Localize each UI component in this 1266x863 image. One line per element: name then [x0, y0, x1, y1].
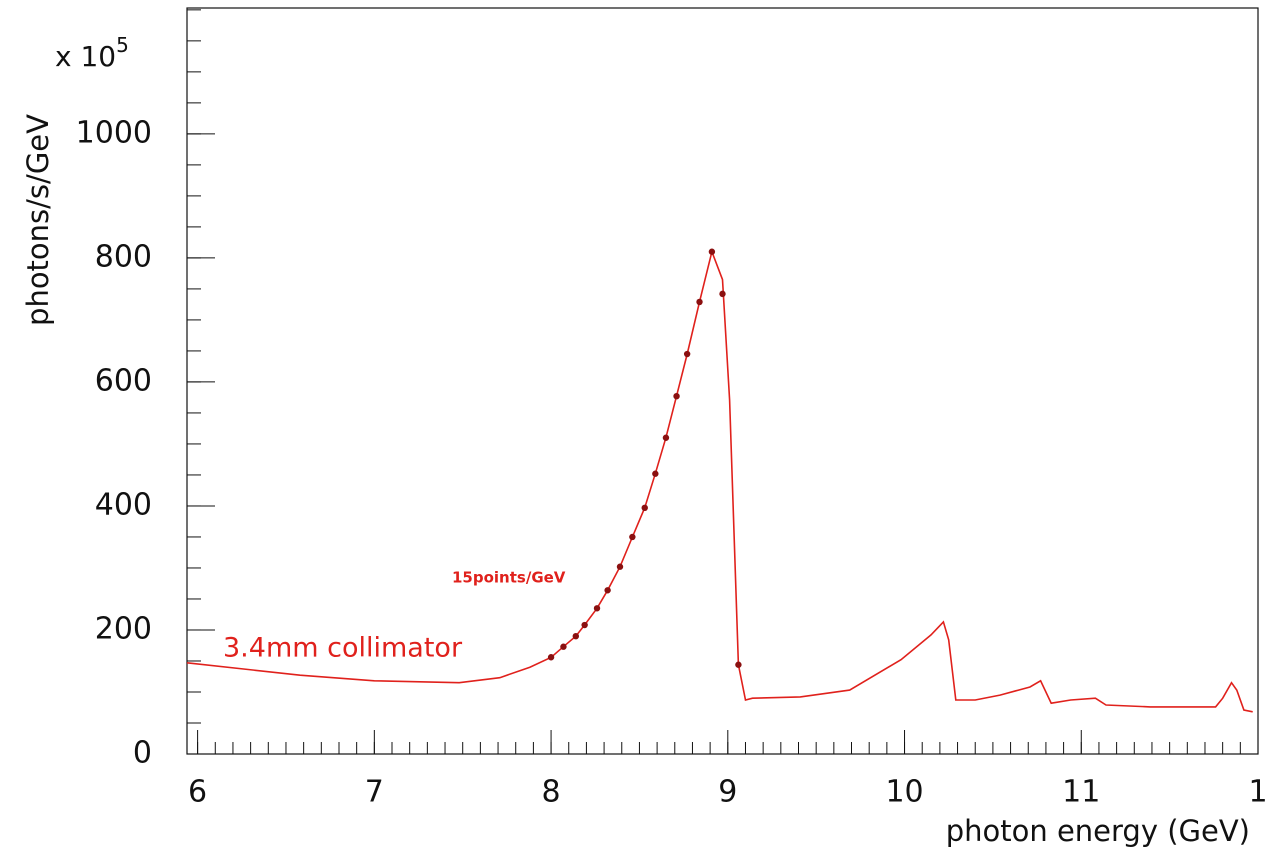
- y-tick-label: 400: [95, 487, 152, 522]
- data-point: [629, 533, 636, 541]
- x-tick-label: 7: [365, 775, 384, 810]
- data-point: [683, 350, 691, 358]
- x-tick-label: 10: [885, 775, 923, 810]
- annotation: 3.4mm collimator: [223, 633, 463, 664]
- x-tick-label: 1: [1248, 775, 1266, 810]
- y-multiplier: x 105: [55, 33, 129, 74]
- data-point: [735, 661, 742, 668]
- x-tick-label: 8: [542, 775, 561, 810]
- data-point: [581, 621, 588, 629]
- multiplier-base: x 10: [55, 40, 116, 73]
- y-tick-label: 1000: [76, 115, 152, 150]
- data-point: [641, 504, 648, 512]
- multiplier-exponent: 5: [116, 33, 129, 57]
- data-point: [572, 632, 580, 640]
- data-point: [708, 248, 716, 255]
- x-tick-label: 9: [718, 775, 737, 810]
- y-axis-title: photons/s/GeV: [21, 114, 55, 326]
- data-point: [673, 392, 680, 400]
- y-tick-label: 800: [95, 239, 152, 274]
- data-point: [652, 470, 659, 477]
- data-point: [560, 643, 567, 650]
- data-point: [547, 654, 555, 661]
- annotation: 15points/GeV: [452, 569, 566, 587]
- data-point: [662, 434, 670, 441]
- data-point: [719, 290, 726, 298]
- y-tick-label: 600: [95, 363, 152, 398]
- data-point: [696, 298, 703, 306]
- data-point: [616, 563, 624, 570]
- y-tick-label: 200: [95, 611, 152, 646]
- data-point: [604, 587, 611, 594]
- plot-frame: [186, 7, 1259, 755]
- y-tick-label: 0: [133, 736, 152, 771]
- x-axis-title: photon energy (GeV): [946, 814, 1250, 848]
- x-tick-label: 6: [188, 775, 207, 810]
- x-tick-label: 11: [1062, 775, 1100, 810]
- data-point: [593, 605, 601, 612]
